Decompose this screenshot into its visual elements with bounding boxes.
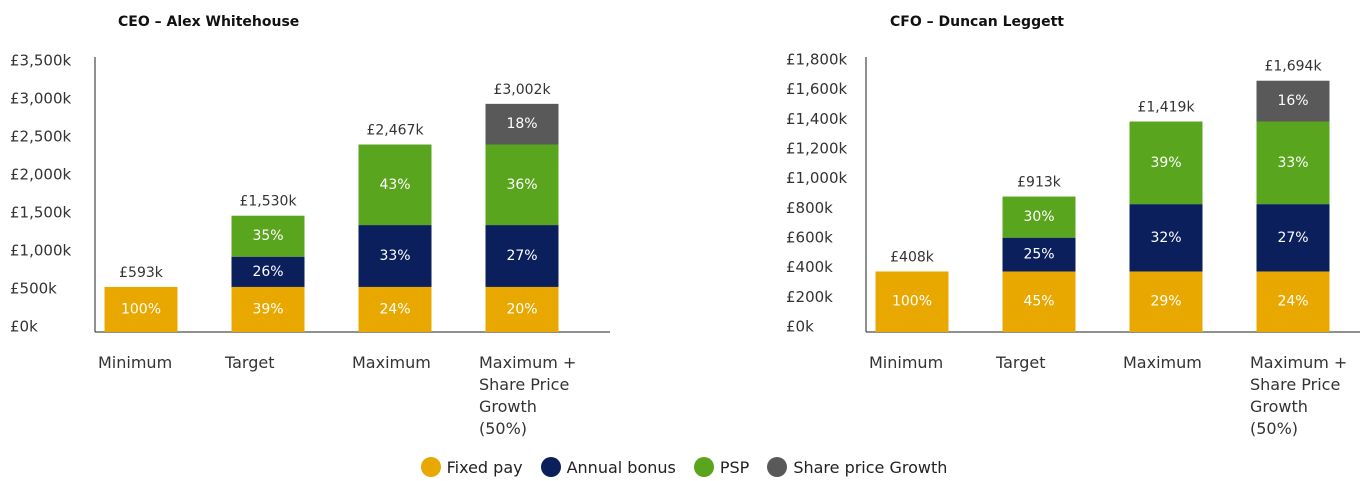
y-tick-label: £400k (786, 258, 833, 276)
x-tick-label: Minimum (98, 353, 173, 372)
bar-segment (485, 144, 559, 226)
chart-title: CFO – Duncan Leggett (890, 14, 1064, 30)
segment-label: 27% (506, 248, 537, 264)
total-label: £1,419k (1137, 100, 1195, 116)
segment-label: 16% (1277, 93, 1308, 109)
bar-segment (358, 144, 432, 226)
segment-label: 26% (252, 264, 283, 280)
legend-item: PSP (693, 457, 750, 477)
y-tick-label: £0k (10, 318, 38, 336)
y-tick-label: £0k (786, 318, 814, 336)
x-tick-label: Minimum (869, 353, 944, 372)
bar-segment (875, 271, 949, 332)
x-tick-label: Maximum + Share Price Growth (50%) (1250, 353, 1348, 438)
segment-label: 25% (1023, 247, 1054, 263)
bar-segment (485, 103, 559, 145)
y-tick-label: £500k (10, 280, 57, 298)
bar-segment (1256, 204, 1330, 272)
legend-label: Fixed pay (446, 457, 523, 477)
total-label: £1,530k (239, 194, 297, 210)
segment-label: 43% (379, 177, 410, 193)
segment-label: 33% (1277, 155, 1308, 171)
segment-label: 33% (379, 248, 410, 264)
y-tick-label: £1,000k (10, 242, 71, 260)
chart-title: CEO – Alex Whitehouse (118, 14, 299, 30)
segment-label: 27% (1277, 230, 1308, 246)
legend-swatch (420, 457, 441, 477)
segment-label: 36% (506, 177, 537, 193)
y-tick-label: £800k (786, 199, 833, 217)
bar-segment (1002, 271, 1076, 332)
bar-segment (1256, 80, 1330, 122)
bar-segment (485, 225, 559, 287)
total-label: £2,467k (366, 123, 424, 139)
segment-label: 45% (1023, 294, 1054, 310)
total-label: £1,694k (1264, 59, 1322, 75)
x-tick-label: Maximum (1123, 353, 1202, 372)
bar-segment (1129, 271, 1203, 332)
y-tick-label: £1,800k (786, 51, 847, 69)
legend-label: Annual bonus (566, 457, 676, 477)
segment-label: 39% (1150, 155, 1181, 171)
bar-segment (231, 286, 305, 332)
y-tick-label: £3,000k (10, 90, 71, 108)
segment-label: 24% (1277, 294, 1308, 310)
total-label: £913k (1017, 175, 1062, 191)
x-tick-label: Target (225, 353, 275, 372)
bar-segment (231, 256, 305, 287)
y-tick-label: £1,600k (786, 80, 847, 98)
y-tick-label: £1,000k (786, 169, 847, 187)
total-label: £408k (890, 249, 935, 265)
y-tick-label: £1,400k (786, 110, 847, 128)
bar-segment (104, 286, 178, 332)
y-tick-label: £1,500k (10, 204, 71, 222)
bar-segment (1002, 196, 1076, 238)
segment-label: 35% (252, 228, 283, 244)
bar-segment (1256, 121, 1330, 205)
bar-segment (358, 225, 432, 287)
legend-swatch (540, 457, 561, 477)
legend-item: Annual bonus (540, 457, 676, 477)
segment-label: 39% (252, 301, 283, 317)
bar-segment (1002, 237, 1076, 272)
legend: Fixed pay Annual bonus PSP Share price Grow… (0, 457, 1368, 477)
segment-label: 20% (506, 301, 537, 317)
legend-label: Share price Growth (793, 457, 948, 477)
y-tick-label: £200k (786, 288, 833, 306)
segment-label: 30% (1023, 209, 1054, 225)
bar-segment (485, 286, 559, 332)
bar-segment (231, 215, 305, 257)
legend-item: Share price Growth (767, 457, 947, 477)
segment-label: 100% (892, 294, 932, 310)
legend-label: PSP (719, 457, 750, 477)
y-tick-label: £2,000k (10, 166, 71, 184)
x-tick-label: Target (996, 353, 1046, 372)
segment-label: 29% (1150, 294, 1181, 310)
legend-item: Fixed pay (420, 457, 523, 477)
bar-segment (1129, 121, 1203, 205)
bar-segment (1256, 271, 1330, 332)
segment-label: 32% (1150, 230, 1181, 246)
y-tick-label: £2,500k (10, 128, 71, 146)
legend-swatch (767, 457, 788, 477)
total-label: £3,002k (493, 82, 551, 98)
x-tick-label: Maximum (352, 353, 431, 372)
segment-label: 18% (506, 116, 537, 132)
y-tick-label: £1,200k (786, 140, 847, 158)
segment-label: 24% (379, 301, 410, 317)
y-tick-label: £600k (786, 229, 833, 247)
y-tick-label: £3,500k (10, 52, 71, 70)
total-label: £593k (119, 265, 164, 281)
x-tick-label: Maximum + Share Price Growth (50%) (479, 353, 577, 438)
legend-swatch (693, 457, 714, 477)
bar-segment (1129, 204, 1203, 272)
segment-label: 100% (121, 301, 161, 317)
bar-segment (358, 286, 432, 332)
